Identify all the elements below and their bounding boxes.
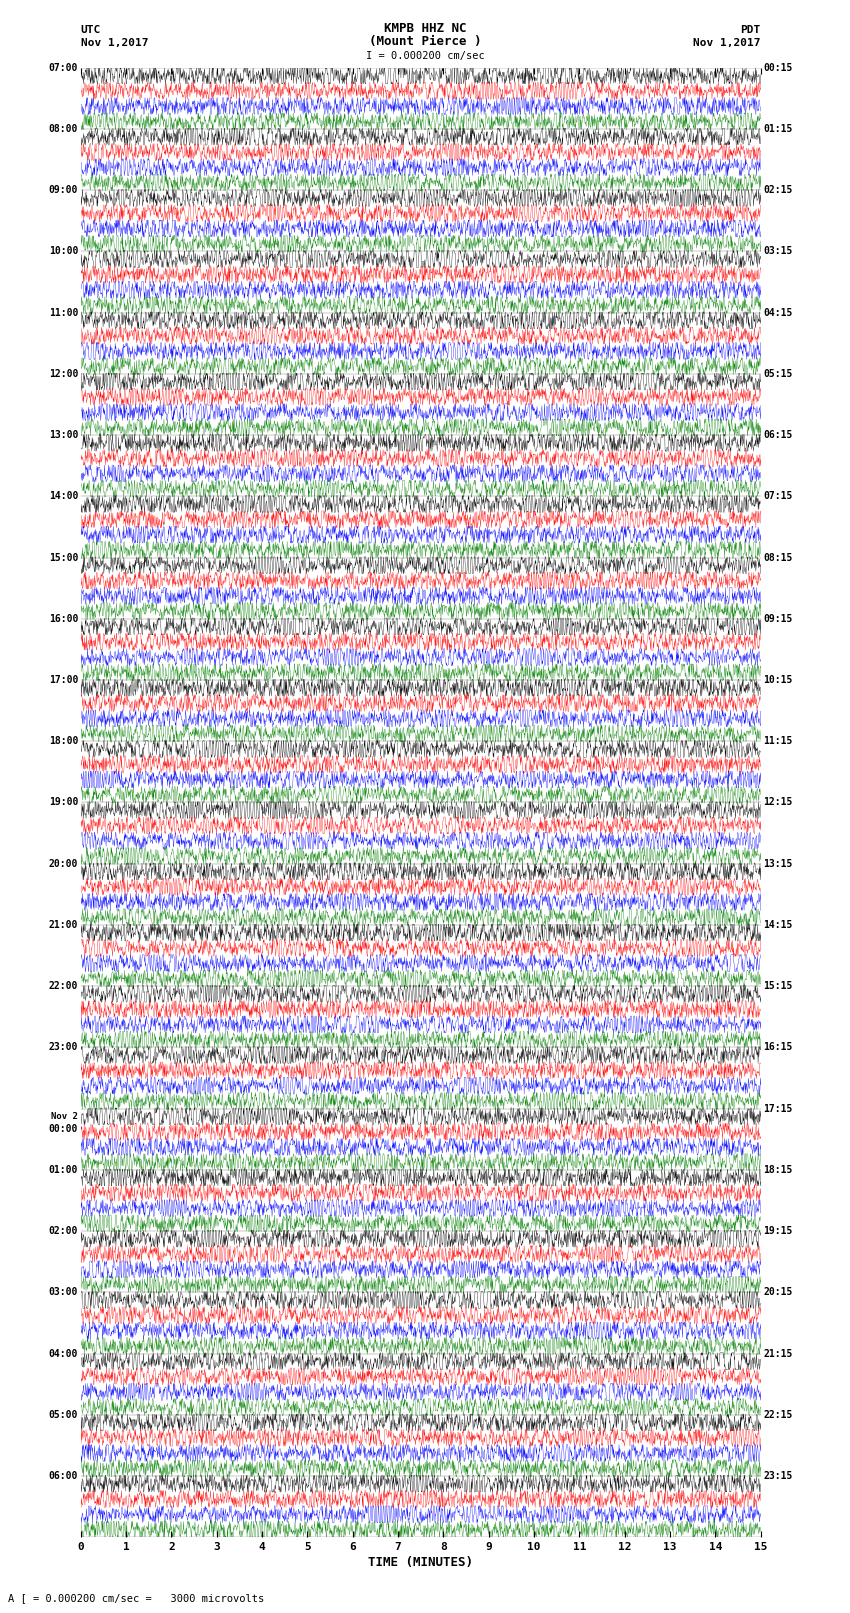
Text: 14:00: 14:00 [48, 492, 78, 502]
Text: 21:00: 21:00 [48, 919, 78, 931]
Text: Nov 2: Nov 2 [51, 1111, 78, 1121]
Text: 23:00: 23:00 [48, 1042, 78, 1052]
Text: Nov 1,2017: Nov 1,2017 [694, 39, 761, 48]
Text: 22:00: 22:00 [48, 981, 78, 990]
Text: 18:15: 18:15 [763, 1165, 793, 1174]
Text: 04:15: 04:15 [763, 308, 793, 318]
Text: 17:00: 17:00 [48, 674, 78, 686]
Text: 09:15: 09:15 [763, 615, 793, 624]
Text: 18:00: 18:00 [48, 736, 78, 747]
Text: 11:00: 11:00 [48, 308, 78, 318]
Text: 00:15: 00:15 [763, 63, 793, 73]
Text: 01:15: 01:15 [763, 124, 793, 134]
Text: 03:15: 03:15 [763, 247, 793, 256]
Text: 15:00: 15:00 [48, 553, 78, 563]
Text: UTC: UTC [81, 26, 101, 35]
Text: 23:15: 23:15 [763, 1471, 793, 1481]
Text: 14:15: 14:15 [763, 919, 793, 931]
Text: 10:15: 10:15 [763, 674, 793, 686]
Text: 12:00: 12:00 [48, 369, 78, 379]
Text: 17:15: 17:15 [763, 1103, 793, 1113]
Text: 05:00: 05:00 [48, 1410, 78, 1419]
Text: 20:00: 20:00 [48, 858, 78, 869]
Text: 03:00: 03:00 [48, 1287, 78, 1297]
Text: 04:00: 04:00 [48, 1348, 78, 1358]
Text: 21:15: 21:15 [763, 1348, 793, 1358]
Text: 02:00: 02:00 [48, 1226, 78, 1236]
Text: 13:15: 13:15 [763, 858, 793, 869]
Text: 22:15: 22:15 [763, 1410, 793, 1419]
Text: 06:00: 06:00 [48, 1471, 78, 1481]
Text: 01:00: 01:00 [48, 1165, 78, 1174]
Text: PDT: PDT [740, 26, 761, 35]
Text: I = 0.000200 cm/sec: I = 0.000200 cm/sec [366, 52, 484, 61]
Text: A [ = 0.000200 cm/sec =   3000 microvolts: A [ = 0.000200 cm/sec = 3000 microvolts [8, 1594, 264, 1603]
Text: 07:00: 07:00 [48, 63, 78, 73]
Text: 07:15: 07:15 [763, 492, 793, 502]
Text: 06:15: 06:15 [763, 431, 793, 440]
Text: 09:00: 09:00 [48, 185, 78, 195]
Text: 12:15: 12:15 [763, 797, 793, 808]
Text: 10:00: 10:00 [48, 247, 78, 256]
Text: 20:15: 20:15 [763, 1287, 793, 1297]
Text: 19:00: 19:00 [48, 797, 78, 808]
Text: 08:00: 08:00 [48, 124, 78, 134]
Text: 02:15: 02:15 [763, 185, 793, 195]
Text: Nov 1,2017: Nov 1,2017 [81, 39, 148, 48]
Text: 13:00: 13:00 [48, 431, 78, 440]
Text: KMPB HHZ NC: KMPB HHZ NC [383, 23, 467, 35]
Text: 15:15: 15:15 [763, 981, 793, 990]
Text: 11:15: 11:15 [763, 736, 793, 747]
X-axis label: TIME (MINUTES): TIME (MINUTES) [368, 1557, 473, 1569]
Text: (Mount Pierce ): (Mount Pierce ) [369, 35, 481, 48]
Text: 05:15: 05:15 [763, 369, 793, 379]
Text: 16:00: 16:00 [48, 615, 78, 624]
Text: 08:15: 08:15 [763, 553, 793, 563]
Text: 19:15: 19:15 [763, 1226, 793, 1236]
Text: 16:15: 16:15 [763, 1042, 793, 1052]
Text: 00:00: 00:00 [48, 1124, 78, 1134]
